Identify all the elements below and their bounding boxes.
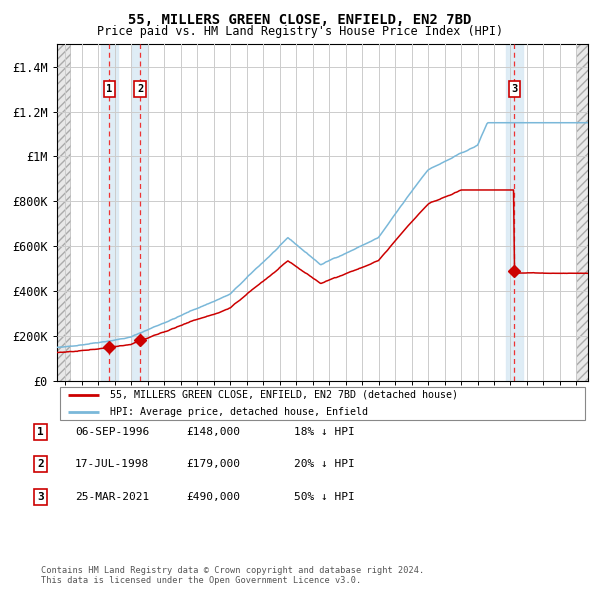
Text: 55, MILLERS GREEN CLOSE, ENFIELD, EN2 7BD: 55, MILLERS GREEN CLOSE, ENFIELD, EN2 7B… xyxy=(128,13,472,27)
Text: £179,000: £179,000 xyxy=(186,460,240,469)
Text: 20% ↓ HPI: 20% ↓ HPI xyxy=(294,460,355,469)
Text: HPI: Average price, detached house, Enfield: HPI: Average price, detached house, Enfi… xyxy=(110,407,368,417)
Text: £490,000: £490,000 xyxy=(186,492,240,502)
Text: 3: 3 xyxy=(511,84,517,94)
Bar xyxy=(577,44,588,381)
Text: 2: 2 xyxy=(137,84,143,94)
Bar xyxy=(57,44,70,381)
Text: 2: 2 xyxy=(37,460,44,469)
Text: £148,000: £148,000 xyxy=(186,427,240,437)
Text: 50% ↓ HPI: 50% ↓ HPI xyxy=(294,492,355,502)
Text: 18% ↓ HPI: 18% ↓ HPI xyxy=(294,427,355,437)
Bar xyxy=(506,44,523,381)
Bar xyxy=(101,44,118,381)
Text: 25-MAR-2021: 25-MAR-2021 xyxy=(75,492,149,502)
Text: 3: 3 xyxy=(37,492,44,502)
Text: Contains HM Land Registry data © Crown copyright and database right 2024.
This d: Contains HM Land Registry data © Crown c… xyxy=(41,566,424,585)
Bar xyxy=(132,44,148,381)
Text: 55, MILLERS GREEN CLOSE, ENFIELD, EN2 7BD (detached house): 55, MILLERS GREEN CLOSE, ENFIELD, EN2 7B… xyxy=(110,390,458,400)
Text: Price paid vs. HM Land Registry's House Price Index (HPI): Price paid vs. HM Land Registry's House … xyxy=(97,25,503,38)
FancyBboxPatch shape xyxy=(59,387,586,420)
Text: 06-SEP-1996: 06-SEP-1996 xyxy=(75,427,149,437)
Text: 1: 1 xyxy=(106,84,113,94)
Text: 1: 1 xyxy=(37,427,44,437)
Text: 17-JUL-1998: 17-JUL-1998 xyxy=(75,460,149,469)
